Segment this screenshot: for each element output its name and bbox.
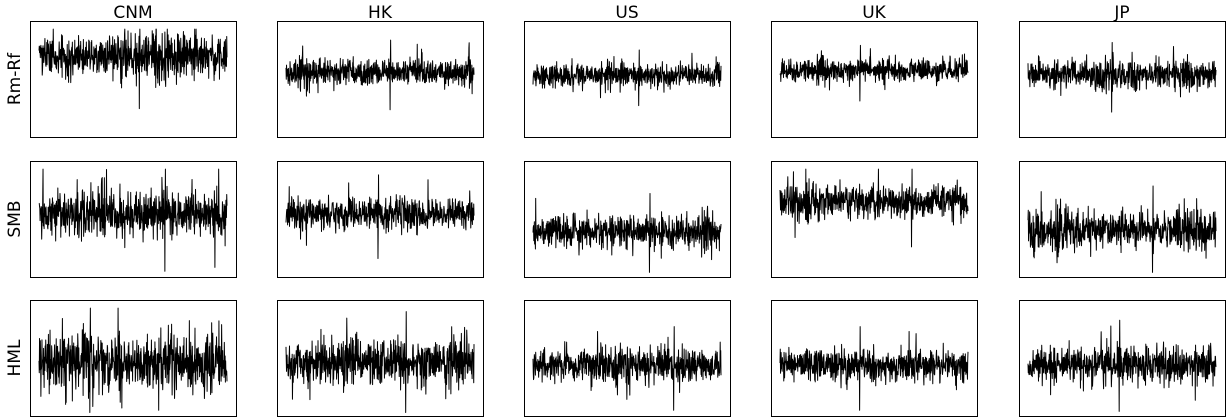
- series-line: [38, 168, 228, 272]
- panel-hml-cnm: [30, 300, 237, 417]
- series-line: [285, 311, 475, 414]
- panel-hml-hk: [277, 300, 484, 417]
- series-line: [285, 174, 475, 259]
- panel-smb-cnm: [30, 161, 237, 278]
- series-line: [532, 192, 722, 273]
- series-line: [285, 39, 475, 111]
- panel-rm-rf-cnm: [30, 21, 237, 138]
- panel-rm-rf-jp: [1019, 21, 1226, 138]
- column-title-uk: UK: [862, 3, 886, 23]
- panel-rm-rf-hk: [277, 21, 484, 138]
- panel-frame: [771, 21, 978, 138]
- panel-frame: [30, 21, 237, 138]
- series-line: [38, 307, 228, 414]
- panel-smb-jp: [1019, 161, 1226, 278]
- column-title-us: US: [615, 3, 638, 23]
- row-label-smb: SMB: [5, 200, 25, 237]
- column-title-hk: HK: [368, 3, 393, 23]
- row-label-hml: HML: [5, 339, 25, 376]
- column-title-cnm: CNM: [113, 3, 152, 23]
- panel-smb-hk: [277, 161, 484, 278]
- panel-hml-us: [524, 300, 731, 417]
- row-label-rm-rf: Rm-Rf: [5, 52, 25, 105]
- series-line: [779, 44, 969, 102]
- series-line: [1027, 319, 1217, 412]
- series-line: [779, 168, 969, 248]
- series-line: [779, 326, 969, 411]
- panel-hml-uk: [771, 300, 978, 417]
- series-line: [1027, 41, 1217, 113]
- panel-smb-uk: [771, 161, 978, 278]
- panel-hml-jp: [1019, 300, 1226, 417]
- series-line: [1027, 185, 1217, 273]
- panel-rm-rf-uk: [771, 21, 978, 138]
- panel-rm-rf-us: [524, 21, 731, 138]
- series-line: [532, 326, 722, 411]
- series-line: [532, 49, 722, 107]
- panel-smb-us: [524, 161, 731, 278]
- series-line: [38, 28, 228, 110]
- column-title-jp: JP: [1113, 3, 1129, 23]
